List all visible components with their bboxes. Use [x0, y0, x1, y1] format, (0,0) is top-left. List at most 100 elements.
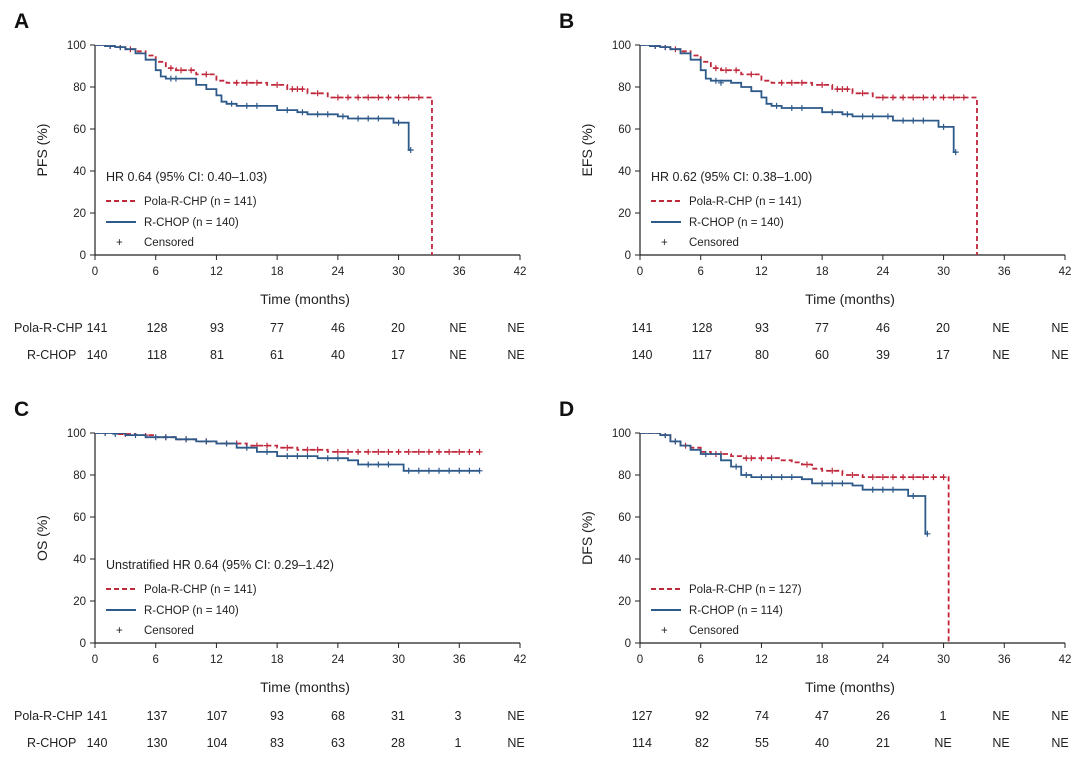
risk-cell: 141 [87, 709, 108, 723]
panel-letter: A [14, 10, 29, 33]
censor-mark [334, 448, 341, 455]
legend: Pola-R-CHP (n = 127) R-CHOP (n = 114) + … [651, 584, 802, 637]
risk-cell: 80 [755, 348, 769, 362]
risk-cell: 68 [331, 709, 345, 723]
x-tick-label: 24 [876, 266, 889, 278]
censor-mark [299, 86, 306, 93]
censor-mark [167, 65, 174, 72]
censor-mark [304, 453, 311, 460]
risk-cell: NE [1051, 321, 1068, 335]
y-tick-label: 60 [73, 512, 86, 524]
censor-mark [900, 474, 907, 481]
censor-mark [425, 448, 432, 455]
censor-mark [844, 86, 851, 93]
risk-row-rchop: 140 130 104 83 63 28 1 NE [87, 736, 525, 750]
risk-cell: NE [449, 348, 466, 362]
risk-cell: NE [1051, 709, 1068, 723]
censor-mark [879, 94, 886, 101]
panel-b: B 0 20 40 60 80 100 0 6 12 18 24 30 36 42 EFS (%) Tim… [559, 10, 1071, 362]
x-axis-title: Time (months) [805, 679, 895, 695]
censor-mark [834, 86, 841, 93]
x-tick-label: 12 [755, 266, 768, 278]
y-tick-label: 40 [618, 166, 631, 178]
censor-mark [284, 444, 291, 451]
censor-mark [879, 486, 886, 493]
curves [95, 45, 433, 255]
censor-mark [950, 94, 957, 101]
y-tick-label: 60 [73, 124, 86, 136]
censor-mark [466, 467, 473, 474]
x-tick-label: 30 [392, 266, 405, 278]
legend-label-rchop: R-CHOP (n = 140) [144, 217, 239, 229]
x-axis-title: Time (months) [260, 291, 350, 307]
censor-mark [910, 474, 917, 481]
x-tick-label: 18 [816, 654, 829, 666]
censor-mark [930, 94, 937, 101]
x-tick-label: 36 [453, 654, 466, 666]
censor-mark [819, 81, 826, 88]
risk-cell: 104 [207, 736, 228, 750]
risk-cell: 141 [87, 321, 108, 335]
censor-mark [879, 474, 886, 481]
censor-mark [436, 448, 443, 455]
censor-mark [385, 94, 392, 101]
risk-cell: 40 [331, 348, 345, 362]
censor-mark [849, 472, 856, 478]
censor-mark [910, 94, 917, 101]
censor-mark [702, 451, 709, 457]
risk-cell: 130 [147, 736, 168, 750]
x-tick-label: 0 [637, 654, 643, 666]
x-tick-label: 24 [876, 654, 889, 666]
censor-mark [940, 94, 947, 101]
risk-cell: 46 [876, 321, 890, 335]
censor-mark [788, 79, 795, 86]
risk-cell: NE [507, 709, 524, 723]
censor-mark [405, 94, 412, 101]
censor-mark [748, 455, 755, 462]
censor-mark [385, 461, 392, 468]
censor-mark [910, 493, 917, 499]
censor-mark [188, 67, 195, 74]
risk-row-rchop: 140 117 80 60 39 17 NE NE [632, 348, 1069, 362]
censor-mark [385, 448, 392, 455]
censor-mark [889, 474, 896, 481]
risk-cell: 46 [331, 321, 345, 335]
risk-cell: 140 [87, 736, 108, 750]
panel-plot: 0 20 40 60 80 100 0 6 12 18 24 30 36 42 [612, 40, 1072, 278]
risk-cell: NE [934, 736, 951, 750]
censor-mark [829, 109, 836, 116]
risk-label-rchop: R-CHOP [27, 736, 76, 750]
censor-mark [910, 117, 917, 124]
risk-cell: 40 [815, 736, 829, 750]
censor-mark [778, 474, 785, 481]
censor-mark [717, 79, 724, 86]
risk-cell: NE [1051, 736, 1068, 750]
x-tick-label: 18 [816, 266, 829, 278]
risk-row-pola: 141 137 107 93 68 31 3 NE [87, 709, 525, 723]
censor-mark [334, 455, 341, 462]
censor-mark [829, 480, 836, 487]
risk-cell: 1 [940, 709, 947, 723]
censor-mark [294, 453, 301, 460]
risk-cell: NE [992, 736, 1009, 750]
risk-cell: 31 [391, 709, 405, 723]
censor-mark [798, 105, 805, 111]
censor-mark [733, 67, 740, 74]
censor-mark [162, 434, 169, 441]
legend-label-pola: Pola-R-CHP (n = 141) [689, 196, 802, 208]
censored-marker-icon: + [116, 237, 123, 249]
y-tick-label: 20 [73, 596, 86, 608]
censor-mark [395, 119, 402, 126]
censor-mark [446, 448, 453, 455]
risk-cell: 20 [936, 321, 950, 335]
censor-mark [662, 433, 669, 439]
censor-mark [773, 102, 780, 109]
x-tick-label: 12 [210, 266, 223, 278]
risk-cell: 137 [147, 709, 168, 723]
y-axis-title: PFS (%) [34, 124, 50, 177]
risk-cell: 47 [815, 709, 829, 723]
censor-mark [314, 111, 321, 118]
y-tick-label: 60 [618, 124, 631, 136]
legend-label-censored: Censored [144, 625, 194, 637]
